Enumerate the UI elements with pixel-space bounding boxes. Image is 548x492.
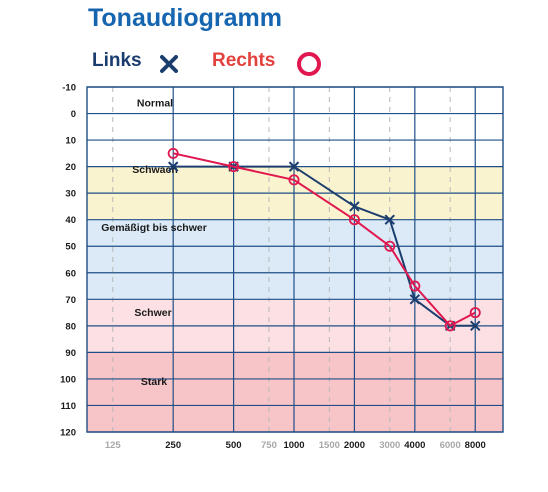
circle-icon	[297, 52, 321, 76]
band-label: Schwach	[132, 164, 178, 176]
x-tick-label: 125	[105, 440, 122, 451]
data-point-rechts	[384, 240, 396, 252]
x-tick-label: 750	[261, 440, 277, 451]
band-label: Schwer	[134, 307, 171, 319]
series-line-links	[173, 165, 476, 327]
plot-frame	[86, 86, 504, 433]
x-tick-label: 3000	[379, 440, 400, 451]
marker-stroke	[409, 294, 421, 305]
y-tick-label: -10	[62, 83, 76, 94]
x-tick-label: 4000	[404, 440, 425, 451]
legend-label-right: Rechts	[212, 50, 276, 71]
severity-band	[87, 352, 503, 432]
y-tick-label: 70	[65, 295, 76, 306]
data-point-rechts	[469, 307, 481, 319]
data-point-links	[409, 294, 421, 305]
data-point-rechts	[348, 214, 360, 226]
data-point-links	[349, 201, 360, 212]
data-point-rechts	[409, 280, 421, 292]
y-tick-label: 120	[60, 428, 76, 439]
band-label: Gemäßigt bis schwer	[101, 222, 207, 234]
severity-band	[87, 219, 503, 300]
data-point-links	[470, 320, 481, 332]
series-line-rechts	[172, 152, 476, 328]
x-tick-label: 1000	[283, 440, 304, 451]
x-tick-label: 8000	[465, 440, 486, 451]
x-tick-label: 500	[226, 440, 242, 451]
data-point-links	[288, 161, 300, 172]
y-tick-label: 40	[65, 215, 76, 226]
marker-stroke	[288, 161, 300, 172]
data-point-rechts	[228, 161, 240, 173]
data-point-links	[167, 161, 179, 172]
marker-stroke	[349, 201, 360, 212]
data-point-rechts	[288, 174, 300, 186]
data-point-rechts	[167, 147, 179, 159]
x-tick-label: 250	[165, 440, 181, 451]
band-label: Normal	[137, 97, 173, 109]
marker-stroke	[384, 214, 395, 225]
band-label: Stark	[141, 376, 167, 388]
page-title: Tonaudiogramm	[88, 4, 282, 32]
x-tick-label: 6000	[440, 440, 461, 451]
y-tick-label: 30	[65, 189, 76, 200]
y-tick-label: 60	[65, 268, 76, 279]
x-tick-label: 1500	[319, 440, 340, 451]
y-tick-label: 110	[61, 401, 76, 412]
y-tick-label: 80	[65, 321, 76, 332]
legend-label-left: Links	[92, 50, 142, 71]
y-tick-label: 90	[65, 348, 76, 359]
y-tick-label: 10	[65, 136, 76, 147]
data-point-links	[384, 214, 395, 225]
cross-icon	[160, 55, 178, 73]
y-tick-label: 0	[71, 109, 76, 120]
severity-band	[87, 87, 503, 167]
y-tick-label: 50	[65, 242, 76, 253]
marker-stroke	[167, 161, 179, 172]
y-tick-label: 100	[60, 374, 76, 385]
y-tick-label: 20	[65, 162, 76, 173]
marker-stroke	[470, 320, 481, 332]
data-point-rechts	[444, 320, 456, 332]
x-tick-label: 2000	[344, 440, 365, 451]
